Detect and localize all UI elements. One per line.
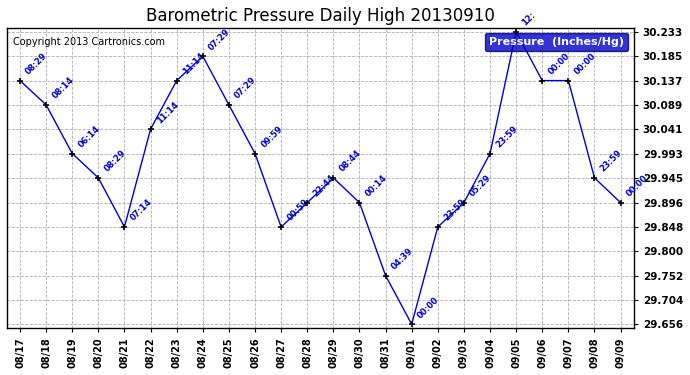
Text: 00:00: 00:00 (416, 295, 441, 320)
Text: 04:39: 04:39 (390, 246, 415, 272)
Text: 07:14: 07:14 (128, 198, 154, 223)
Text: 22:44: 22:44 (311, 173, 337, 198)
Text: 23:59: 23:59 (599, 148, 624, 174)
Text: 00:14: 00:14 (364, 173, 389, 198)
Text: 07:29: 07:29 (207, 27, 232, 52)
Text: 23:59: 23:59 (442, 198, 467, 223)
Text: 00:00: 00:00 (546, 51, 571, 76)
Text: 08:14: 08:14 (50, 75, 75, 101)
Text: 06:14: 06:14 (77, 124, 101, 149)
Text: 08:29: 08:29 (24, 51, 49, 76)
Text: 08:44: 08:44 (337, 148, 363, 174)
Legend: Pressure  (Inches/Hg): Pressure (Inches/Hg) (485, 33, 629, 51)
Text: 07:29: 07:29 (233, 76, 258, 101)
Text: 00:00: 00:00 (624, 174, 650, 198)
Text: 05:29: 05:29 (468, 173, 493, 198)
Text: 23:59: 23:59 (494, 124, 520, 149)
Text: 11:14: 11:14 (155, 100, 180, 125)
Text: 09:59: 09:59 (259, 124, 284, 149)
Text: 08:29: 08:29 (103, 148, 128, 174)
Text: 12:: 12: (520, 11, 538, 28)
Text: 11:14: 11:14 (181, 51, 206, 76)
Text: 00:00: 00:00 (573, 51, 598, 76)
Title: Barometric Pressure Daily High 20130910: Barometric Pressure Daily High 20130910 (146, 7, 495, 25)
Text: Copyright 2013 Cartronics.com: Copyright 2013 Cartronics.com (13, 37, 165, 47)
Text: 00:59: 00:59 (285, 198, 310, 223)
